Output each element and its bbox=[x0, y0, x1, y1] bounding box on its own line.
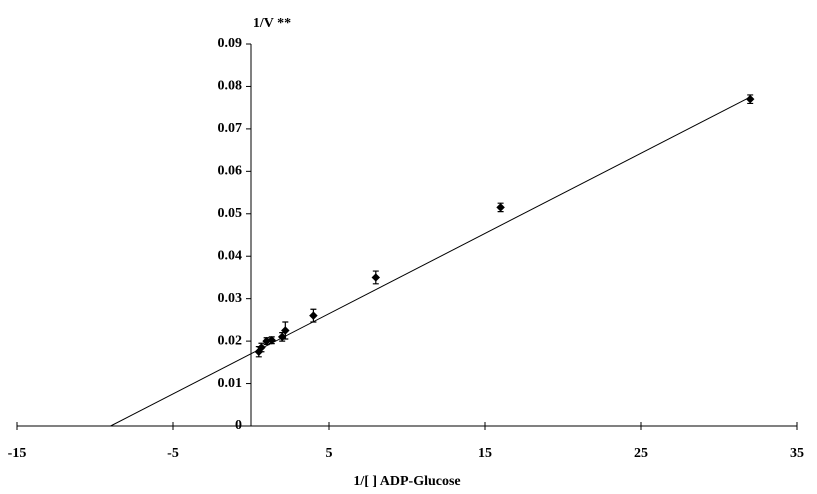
y-tick-label: 0.06 bbox=[218, 164, 243, 179]
x-tick-label: 5 bbox=[326, 446, 333, 461]
data-point bbox=[496, 203, 504, 211]
data-point bbox=[309, 311, 317, 319]
y-tick-label: 0.08 bbox=[218, 79, 243, 94]
x-tick-label: -5 bbox=[167, 446, 179, 461]
data-point bbox=[372, 273, 380, 281]
data-point bbox=[746, 95, 754, 103]
x-axis-label: 1/[ ] ADP-Glucose bbox=[353, 474, 460, 489]
y-tick-label: 0.09 bbox=[218, 36, 243, 51]
y-tick-label: 0.03 bbox=[218, 291, 243, 306]
x-tick-label: 35 bbox=[790, 446, 804, 461]
fit-line bbox=[111, 97, 751, 426]
x-tick-label: -15 bbox=[8, 446, 27, 461]
y-tick-label: 0.07 bbox=[218, 121, 243, 136]
y-tick-label: 0.01 bbox=[218, 376, 243, 391]
x-tick-label: 25 bbox=[634, 446, 648, 461]
chart: 1/V ** 1/[ ] ADP-Glucose -15 -5 5 15 25 35 0 0.… bbox=[0, 0, 817, 494]
y-tick-label: 0 bbox=[235, 418, 242, 433]
y-tick-label: 0.05 bbox=[218, 206, 243, 221]
x-tick-label: 15 bbox=[478, 446, 492, 461]
y-tick-label: 0.04 bbox=[218, 248, 243, 263]
y-tick-label: 0.02 bbox=[218, 333, 243, 348]
y-axis-label: 1/V ** bbox=[253, 16, 291, 31]
